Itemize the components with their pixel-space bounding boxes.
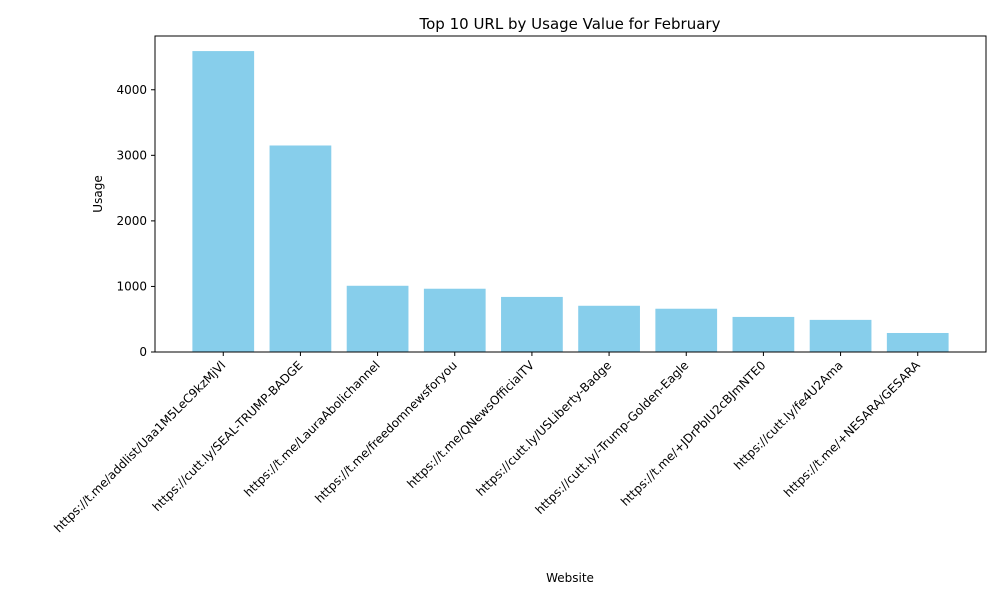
y-tick-label: 3000 bbox=[116, 148, 147, 162]
bar bbox=[192, 51, 255, 352]
bar bbox=[732, 316, 795, 352]
plot-frame bbox=[154, 35, 987, 353]
bar bbox=[655, 308, 718, 352]
bar bbox=[809, 319, 872, 352]
y-tick-label: 0 bbox=[139, 345, 147, 359]
bars-group bbox=[192, 51, 949, 352]
y-tick-label: 1000 bbox=[116, 279, 147, 293]
y-tick-label: 4000 bbox=[116, 83, 147, 97]
chart-title: Top 10 URL by Usage Value for February bbox=[419, 15, 721, 33]
y-axis: 0 1000 2000 3000 4000 bbox=[116, 83, 155, 359]
y-axis-label: Usage bbox=[91, 175, 105, 212]
bar bbox=[501, 296, 563, 352]
bar bbox=[346, 285, 409, 352]
bar bbox=[269, 145, 332, 352]
x-axis-label: Website bbox=[546, 571, 594, 585]
bar bbox=[578, 305, 640, 352]
bar bbox=[423, 288, 486, 352]
y-tick-label: 2000 bbox=[116, 214, 147, 228]
bar bbox=[886, 332, 949, 352]
